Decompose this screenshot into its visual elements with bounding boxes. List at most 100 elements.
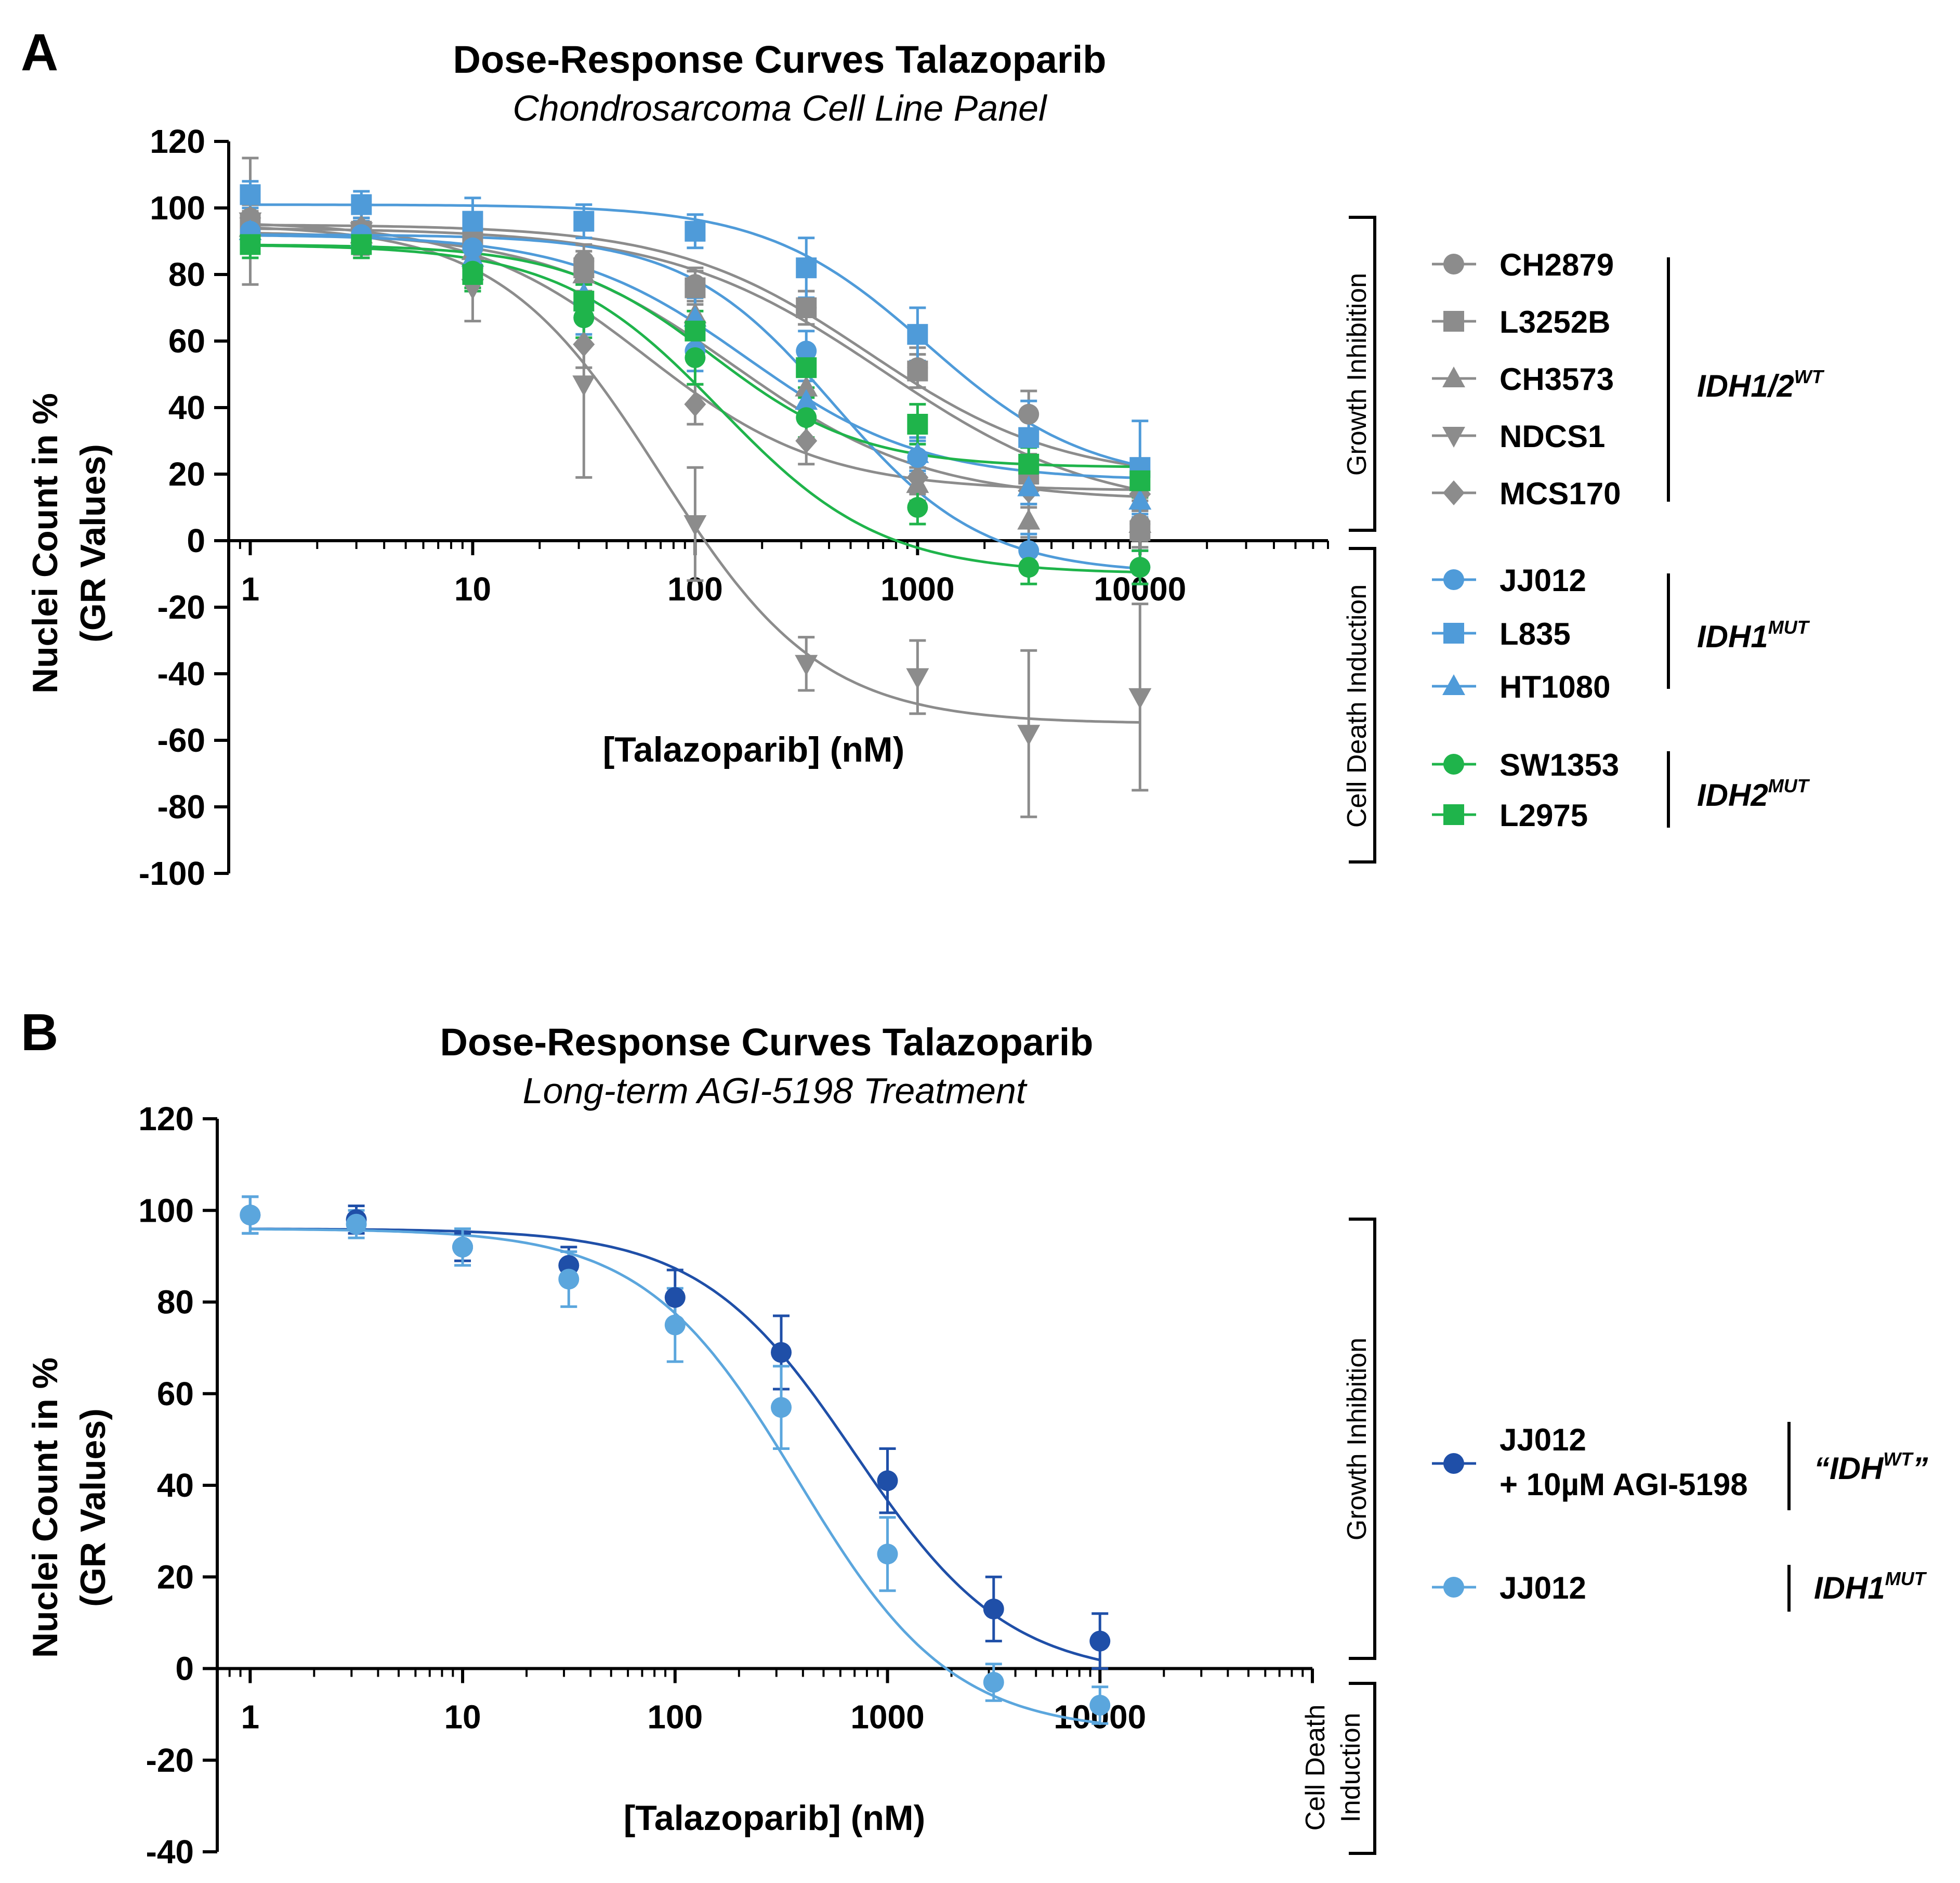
legend-entry-jj012-agi: JJ012 + 10µM AGI-5198 (1432, 1422, 1748, 1502)
legend-label: JJ012 (1499, 1571, 1586, 1605)
panel-b-y-tick-label: 40 (157, 1467, 194, 1504)
data-point-jj012 (558, 1269, 580, 1290)
legend-entry-sw1353: SW1353 (1432, 748, 1619, 782)
panel-a-y-axis-label: Nuclei Count in % (GR Values) (25, 393, 113, 694)
data-point-l2975 (1129, 470, 1151, 491)
data-point-l835 (573, 211, 595, 232)
data-point-l2975 (240, 234, 261, 255)
panel-a-legend: CH2879 L3252B CH3573 NDCS1 MCS170 JJ012 L835 HT… (1432, 247, 1621, 833)
legend-marker (1442, 674, 1465, 695)
data-point-mcs170 (906, 465, 929, 490)
data-point-l3252b (907, 360, 928, 382)
panel-b-ylabel-line1: Nuclei Count in % (25, 1357, 65, 1658)
growth-inhibition-bracket (1349, 1218, 1376, 1660)
growth-inhibition-bracket (1349, 216, 1376, 532)
panel-b-title: Dose-Response Curves Talazoparib (440, 1021, 1094, 1064)
panel-a-group-label-idh12-wt: IDH1/2WT (1697, 366, 1825, 403)
data-point-jj012-10-m-agi-5198 (877, 1470, 898, 1492)
panel-a-x-axis-label: [Talazoparib] (nM) (603, 730, 904, 769)
data-point-sw1353 (573, 307, 595, 329)
data-point-l835 (1018, 427, 1040, 448)
data-point-l2975 (351, 234, 372, 255)
data-point-jj012-10-m-agi-5198 (1089, 1630, 1111, 1652)
data-point-l2975 (796, 357, 817, 378)
panel-a-x-tick-label: 1 (241, 570, 260, 608)
data-point-l835 (462, 211, 483, 232)
data-point-ndcs1 (795, 655, 818, 676)
data-point-ch3573 (1128, 512, 1152, 533)
panel-b-error-bars (242, 1195, 1109, 1725)
legend-marker (1443, 569, 1464, 590)
panel-a-y-tick-label: -60 (157, 722, 206, 759)
cell-death-bracket (1349, 1682, 1376, 1855)
data-point-jj012-10-m-agi-5198 (983, 1598, 1004, 1619)
panel-b: B Dose-Response Curves Talazoparib Long-… (21, 1003, 1928, 1871)
panel-a-y-tick-label: 0 (187, 522, 205, 559)
data-point-l835 (685, 220, 706, 242)
panel-a-y-tick-label: 80 (168, 256, 205, 293)
panel-b-group-label-idh1-mut: IDH1MUT (1814, 1568, 1927, 1605)
panel-a-y-tick-label: 20 (168, 455, 205, 493)
panel-a-growth-inhibition-label: Growth Inhibition (1342, 273, 1372, 476)
panel-b-y-tick-label: 0 (175, 1650, 194, 1688)
legend-label: SW1353 (1499, 748, 1619, 782)
data-point-l2975 (1018, 453, 1040, 475)
legend-label: HT1080 (1499, 670, 1610, 704)
data-point-ndcs1 (683, 515, 707, 536)
legend-entry-ch2879: CH2879 (1432, 247, 1614, 282)
legend-entry-l835: L835 (1432, 617, 1571, 651)
panel-a-cell-death-label: Cell Death Induction (1342, 584, 1372, 828)
data-point-l835 (240, 184, 261, 205)
legend-marker (1443, 1453, 1464, 1474)
panel-a-x-tick-label: 10 (454, 570, 491, 608)
data-point-jj012 (983, 1671, 1004, 1693)
panel-b-data-points (240, 1205, 1111, 1716)
data-point-jj012 (1018, 540, 1040, 561)
data-point-ndcs1 (1017, 725, 1041, 746)
panel-a: A Dose-Response Curves Talazoparib Chond… (21, 23, 1825, 892)
data-point-jj012 (877, 1544, 898, 1565)
data-point-l2975 (573, 291, 595, 312)
data-point-l835 (351, 194, 372, 215)
legend-marker (1443, 623, 1464, 644)
data-point-l835 (796, 257, 817, 279)
data-point-sw1353 (907, 497, 928, 518)
panel-a-ylabel-line2: (GR Values) (73, 444, 113, 643)
legend-entry-mcs170: MCS170 (1432, 476, 1621, 511)
panel-b-group-label-idh-wt: “IDHWT” (1814, 1448, 1928, 1486)
panel-a-y-tick-label: 60 (168, 322, 205, 360)
panel-b-response-brackets (1349, 1218, 1376, 1855)
panel-b-cell-death-label-line1: Cell Death (1300, 1705, 1331, 1831)
legend-marker (1443, 254, 1464, 274)
panel-a-y-tick-label: 100 (150, 189, 205, 227)
data-point-jj012-10-m-agi-5198 (771, 1342, 792, 1363)
data-point-ht1080 (795, 389, 818, 410)
panel-a-ylabel-line1: Nuclei Count in % (25, 393, 65, 694)
data-point-l2975 (462, 264, 483, 285)
panel-a-group-label-idh1-mut: IDH1MUT (1697, 617, 1810, 654)
data-point-jj012 (664, 1314, 686, 1336)
legend-label-line2: + 10µM AGI-5198 (1499, 1467, 1748, 1502)
panel-b-x-axis-label: [Talazoparib] (nM) (624, 1798, 925, 1838)
panel-a-y-tick-label: -40 (157, 655, 206, 692)
legend-entry-ndcs1: NDCS1 (1432, 419, 1605, 454)
legend-entry-l3252b: L3252B (1432, 305, 1610, 339)
legend-entry-jj012: JJ012 (1432, 1571, 1586, 1605)
panel-a-y-tick-label: 40 (168, 389, 205, 426)
panel-b-y-tick-label: -40 (146, 1833, 194, 1871)
legend-marker (1443, 804, 1464, 825)
panel-a-data-points (239, 184, 1152, 746)
panel-letter-a: A (21, 23, 58, 82)
data-point-mcs170 (795, 428, 818, 453)
panel-a-response-brackets (1349, 216, 1376, 864)
legend-label: NDCS1 (1499, 419, 1605, 454)
panel-a-y-tick-label: 120 (150, 123, 205, 160)
data-point-ndcs1 (906, 668, 929, 689)
legend-label: L2975 (1499, 798, 1588, 833)
data-point-jj012 (1089, 1695, 1111, 1716)
legend-label: L3252B (1499, 305, 1610, 339)
data-point-sw1353 (1129, 557, 1151, 578)
